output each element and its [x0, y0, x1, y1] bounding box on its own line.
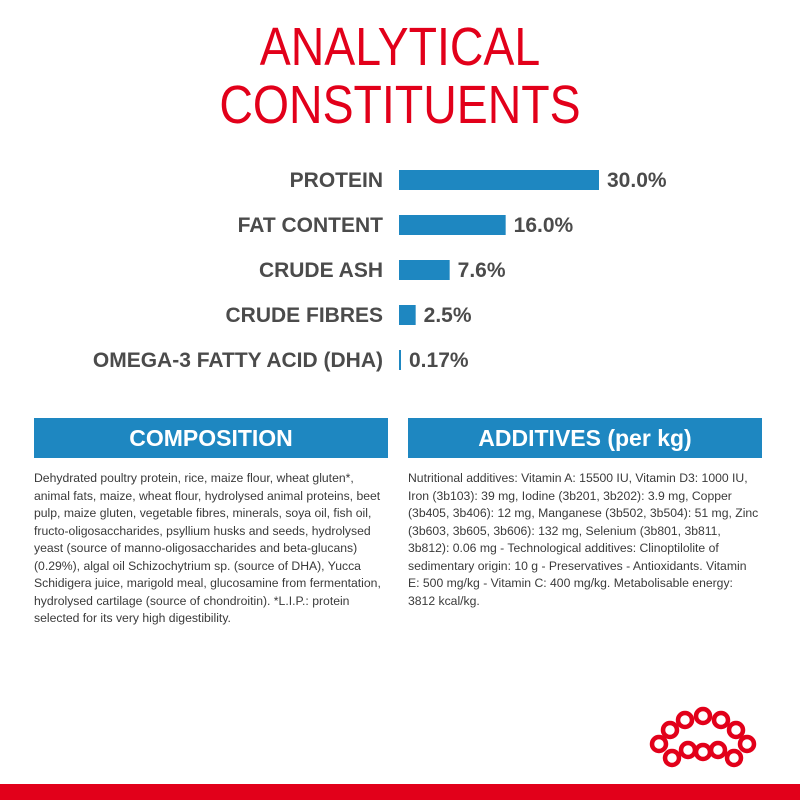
bar: [399, 170, 599, 190]
additives-text: Nutritional additives: Vitamin A: 15500 …: [408, 471, 759, 608]
value-label: 2.5%: [424, 304, 472, 327]
category-label: CRUDE ASH: [259, 259, 383, 282]
value-label: 0.17%: [409, 349, 469, 372]
bar: [399, 350, 401, 370]
footer-bar: [0, 784, 800, 800]
bar: [399, 305, 416, 325]
category-label: OMEGA-3 FATTY ACID (DHA): [93, 349, 383, 372]
page-title: ANALYTICAL CONSTITUENTS: [56, 18, 744, 134]
bar: [399, 215, 506, 235]
category-label: PROTEIN: [290, 169, 383, 192]
composition-text: Dehydrated poultry protein, rice, maize …: [34, 471, 381, 625]
crown-icon: [649, 706, 757, 768]
category-label: FAT CONTENT: [238, 214, 384, 237]
additives-header: ADDITIVES (per kg): [408, 418, 762, 458]
analytical-constituents-chart: PROTEIN 30.0% FAT CONTENT 16.0% CRUDE ASH 7.6…: [93, 169, 667, 372]
category-label: CRUDE FIBRES: [225, 304, 383, 327]
value-label: 16.0%: [514, 214, 574, 237]
title-line-2: CONSTITUENTS: [219, 75, 581, 135]
title-line-1: ANALYTICAL: [259, 17, 541, 77]
value-label: 7.6%: [458, 259, 506, 282]
composition-header: COMPOSITION: [34, 418, 388, 458]
bar: [399, 260, 450, 280]
value-label: 30.0%: [607, 169, 667, 192]
